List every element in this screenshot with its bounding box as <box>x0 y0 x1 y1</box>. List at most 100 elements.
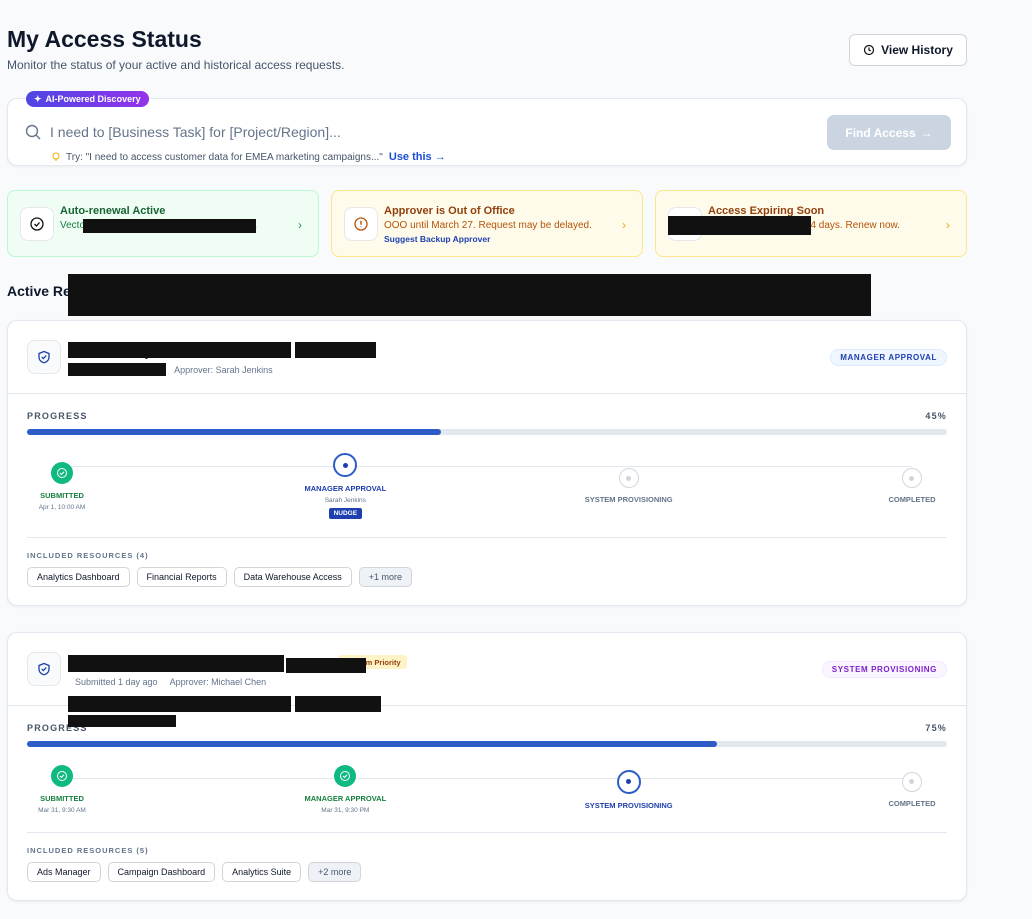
shield-icon <box>37 350 51 364</box>
resources: INCLUDED RESOURCES (5) Ads Manager Campaig… <box>27 832 947 882</box>
step-sub: Mar 31, 9:30 AM <box>38 807 86 814</box>
progress-track <box>27 741 947 747</box>
step-label: SYSTEM PROVISIONING <box>584 495 673 504</box>
search-input[interactable]: I need to [Business Task] for [Project/R… <box>50 124 341 140</box>
step: COMPLETED <box>877 771 947 808</box>
step-dot <box>618 468 639 488</box>
alert-card[interactable]: Auto-renewal ActiveVector-based access r… <box>7 190 319 257</box>
step-dot <box>616 769 641 794</box>
step: MANAGER APPROVAL Sarah Jenkins NUDGE <box>305 453 386 519</box>
step-sub: Sarah Jenkins <box>324 497 366 504</box>
step-label: MANAGER APPROVAL <box>304 484 387 493</box>
step-label: SYSTEM PROVISIONING <box>584 800 673 810</box>
chevron: › <box>298 218 302 232</box>
step-dot <box>333 453 358 477</box>
progress-header: PROGRESS 45% <box>27 411 947 421</box>
check-icon <box>56 467 68 479</box>
redaction <box>68 274 871 316</box>
redaction <box>68 342 291 358</box>
view-history-button[interactable]: View History <box>849 34 967 66</box>
ai-badge-text: AI-Powered Discovery <box>45 94 141 104</box>
step-line <box>62 466 912 467</box>
approver-text: Approver: Michael Chen <box>169 677 267 687</box>
alert-icon <box>354 217 368 231</box>
chevron: › <box>622 218 626 232</box>
step: MANAGER APPROVAL Mar 31, 9:30 PM <box>305 765 386 814</box>
step-dot <box>901 771 922 792</box>
request-body: PROGRESS 75% SUBMITTED Mar 31, 9:30 AM MANAG… <box>8 706 966 900</box>
request-body: PROGRESS 45% SUBMITTED Apr 1, 10:00 AM MANAG… <box>8 394 966 605</box>
arrow-icon: → <box>920 125 933 140</box>
resources: INCLUDED RESOURCES (4) Analytics Dashboar… <box>27 537 947 587</box>
redaction <box>68 696 291 712</box>
resource-chip[interactable]: Analytics Suite <box>222 862 302 882</box>
dot-center <box>626 779 632 784</box>
request-card: Access RequestSubmitted 2 days agoApprov… <box>7 320 967 606</box>
dot-center <box>626 475 632 481</box>
step: SUBMITTED Apr 1, 10:00 AM <box>27 461 97 511</box>
step-label: SUBMITTED <box>40 794 84 803</box>
progress-track <box>27 429 947 435</box>
resource-chip[interactable]: Financial Reports <box>136 567 227 587</box>
request-meta: Submitted 1 day ago Approver: Michael Che… <box>75 677 266 687</box>
view-history-label: View History <box>881 43 953 57</box>
check-icon <box>56 770 68 782</box>
resource-chip[interactable]: Ads Manager <box>27 862 101 882</box>
shield-box <box>27 652 61 686</box>
find-access-label: Find Access <box>845 125 916 140</box>
alert-title: Access Expiring Soon <box>708 205 825 217</box>
step-label: COMPLETED <box>888 798 936 808</box>
resource-chip[interactable]: Campaign Dashboard <box>107 862 216 882</box>
step-dot <box>901 468 922 488</box>
page-title: My Access Status <box>7 26 202 52</box>
resources-title: INCLUDED RESOURCES (4) <box>27 551 149 560</box>
step-dot <box>51 461 73 484</box>
search-hint: Try: "I need to access customer data for… <box>52 151 446 163</box>
redaction <box>286 658 366 673</box>
step-label: SUBMITTED <box>40 490 84 500</box>
step-label: MANAGER APPROVAL <box>304 794 387 803</box>
steps: SUBMITTED Mar 31, 9:30 AM MANAGER APPROVAL… <box>27 765 947 814</box>
hint-text: Try: "I need to access customer data for… <box>66 151 383 163</box>
search-icon <box>25 124 41 140</box>
step: SYSTEM PROVISIONING <box>585 468 673 504</box>
step: SYSTEM PROVISIONING <box>585 769 673 810</box>
step: COMPLETED <box>877 468 947 504</box>
step: SUBMITTED Mar 31, 9:30 AM <box>27 765 97 814</box>
progress-title: PROGRESS <box>27 411 88 421</box>
hint-link[interactable]: Use this → <box>388 151 446 163</box>
resource-chip[interactable]: +2 more <box>308 862 362 882</box>
resource-chip[interactable]: Data Warehouse Access <box>233 567 352 587</box>
shield-box <box>27 340 61 374</box>
progress-percent: 45% <box>925 411 947 421</box>
alert-title: Approver is Out of Office <box>384 205 515 217</box>
step-line <box>62 778 912 779</box>
alert-icon <box>30 217 44 231</box>
alert-link[interactable]: Suggest Backup Approver <box>384 234 491 244</box>
redaction <box>295 696 381 712</box>
alert-icon-box <box>344 207 378 241</box>
step-dot <box>51 765 73 787</box>
redaction <box>68 715 176 727</box>
redaction <box>68 363 166 376</box>
resource-chips: Ads Manager Campaign Dashboard Analytics S… <box>27 862 947 882</box>
resource-chip[interactable]: +1 more <box>358 567 413 587</box>
progress-fill <box>27 429 441 435</box>
ai-badge: ✦ AI-Powered Discovery <box>26 91 149 107</box>
progress-title: PROGRESS <box>27 723 88 733</box>
step-label: COMPLETED <box>888 495 936 504</box>
status-pill: SYSTEM PROVISIONING <box>821 661 947 678</box>
alert-text: OOO until March 27. Request may be delay… <box>384 220 592 231</box>
check-icon <box>339 770 351 782</box>
resource-chip[interactable]: Analytics Dashboard <box>27 567 130 587</box>
submitted-text: Submitted 1 day ago <box>75 677 158 687</box>
alert-card[interactable]: Approver is Out of Office OOO until March… <box>331 190 643 257</box>
chevron: › <box>946 218 950 232</box>
steps: SUBMITTED Apr 1, 10:00 AM MANAGER APPROVAL… <box>27 453 947 519</box>
find-access-button[interactable]: Find Access → <box>827 115 951 150</box>
redaction <box>295 342 376 358</box>
request-card: Ads Marketing Access BundleMedium Priori… <box>7 632 967 901</box>
step-sub: Mar 31, 9:30 PM <box>321 807 370 814</box>
nudge-button[interactable]: NUDGE <box>328 508 363 519</box>
